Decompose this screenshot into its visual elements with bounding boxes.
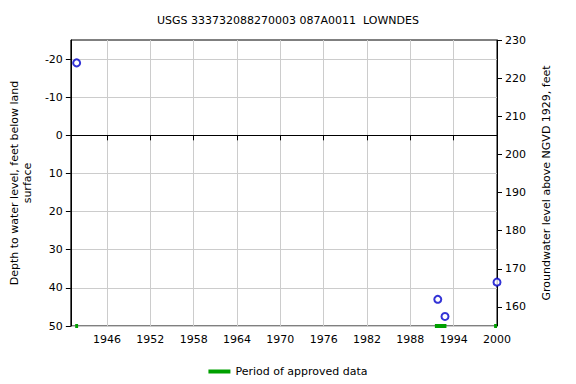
svg-text:2000: 2000 (483, 333, 511, 346)
svg-text:180: 180 (505, 224, 526, 237)
svg-text:220: 220 (505, 72, 526, 85)
svg-text:230: 230 (505, 34, 526, 47)
svg-text:30: 30 (49, 243, 63, 256)
svg-text:1970: 1970 (266, 333, 294, 346)
svg-text:50: 50 (49, 320, 63, 333)
svg-text:Period of approved data: Period of approved data (235, 365, 367, 378)
svg-text:1982: 1982 (353, 333, 381, 346)
svg-text:170: 170 (505, 262, 526, 275)
svg-text:1988: 1988 (396, 333, 424, 346)
svg-text:190: 190 (505, 186, 526, 199)
svg-text:1952: 1952 (136, 333, 164, 346)
svg-text:0: 0 (56, 129, 63, 142)
svg-text:200: 200 (505, 148, 526, 161)
svg-text:Groundwater level above NGVD 1: Groundwater level above NGVD 1929, feet (540, 65, 553, 301)
svg-text:1964: 1964 (223, 333, 251, 346)
svg-text:20: 20 (49, 205, 63, 218)
svg-text:USGS 333732088270003 087A0011: USGS 333732088270003 087A0011 LOWNDES (157, 14, 419, 27)
svg-text:1994: 1994 (440, 333, 468, 346)
svg-text:160: 160 (505, 300, 526, 313)
svg-text:1946: 1946 (93, 333, 121, 346)
svg-text:surface: surface (21, 162, 34, 203)
svg-text:210: 210 (505, 110, 526, 123)
svg-text:-20: -20 (45, 53, 63, 66)
svg-text:1976: 1976 (310, 333, 338, 346)
svg-text:10: 10 (49, 167, 63, 180)
svg-text:1958: 1958 (180, 333, 208, 346)
svg-text:40: 40 (49, 281, 63, 294)
svg-text:-10: -10 (45, 91, 63, 104)
svg-text:Depth to water level, feet bel: Depth to water level, feet below land (8, 81, 21, 286)
